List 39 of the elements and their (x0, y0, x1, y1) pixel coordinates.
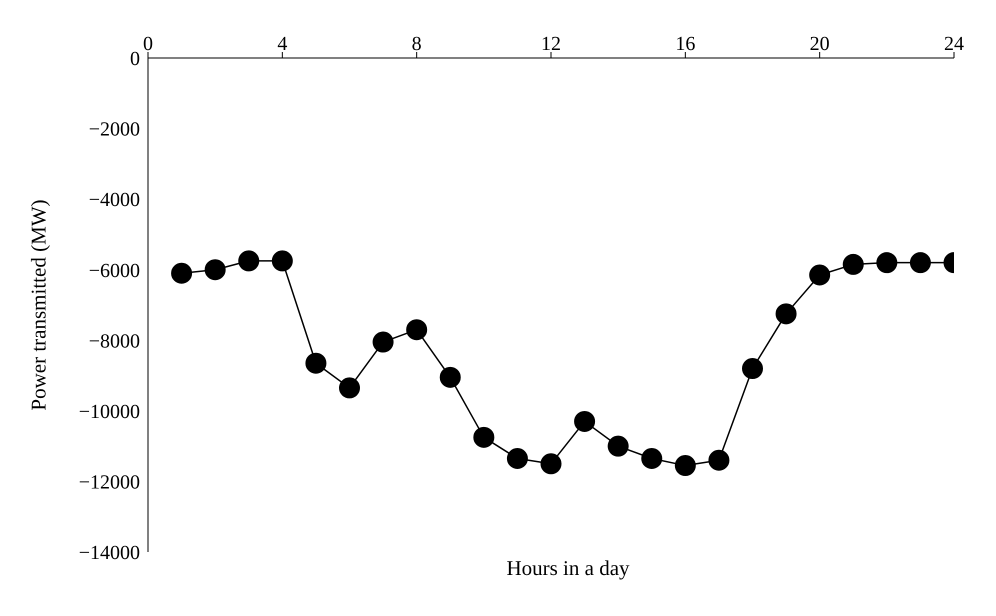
point (876, 252, 898, 274)
point (305, 352, 326, 374)
y-tick-label: −14000 (78, 542, 140, 564)
point (440, 366, 461, 388)
y-tick-label: −12000 (78, 472, 140, 494)
x-axis-title: Hours in a day (506, 556, 630, 580)
point (204, 259, 226, 280)
point (406, 319, 428, 340)
x-tick-label: 12 (541, 33, 561, 55)
y-axis-title: Power transmitted (MW) (26, 199, 50, 411)
point (506, 448, 528, 469)
point (540, 453, 562, 474)
point (742, 358, 763, 380)
point (708, 450, 730, 471)
point (910, 252, 931, 274)
y-tick-label: −10000 (78, 400, 140, 423)
y-tick-label: −8000 (88, 330, 140, 352)
point (574, 410, 596, 432)
x-tick-label: 20 (810, 33, 830, 55)
y-tick-label: −4000 (88, 189, 140, 212)
point (776, 303, 797, 324)
point (674, 455, 696, 476)
x-tick-label: 24 (944, 33, 964, 55)
point (272, 250, 293, 272)
x-tick-label: 4 (277, 33, 288, 55)
point (372, 332, 394, 353)
y-tick-label: −2000 (88, 118, 140, 141)
point (171, 262, 192, 284)
y-tick-label: −6000 (88, 260, 140, 282)
x-tick-label: 16 (675, 33, 696, 55)
point (809, 264, 830, 286)
point (339, 377, 360, 398)
point (473, 426, 494, 448)
y-tick-label: 0 (130, 48, 140, 70)
point (842, 254, 864, 275)
point (641, 448, 662, 469)
point (238, 250, 260, 272)
x-tick-label: 8 (412, 33, 422, 55)
point (608, 436, 629, 457)
